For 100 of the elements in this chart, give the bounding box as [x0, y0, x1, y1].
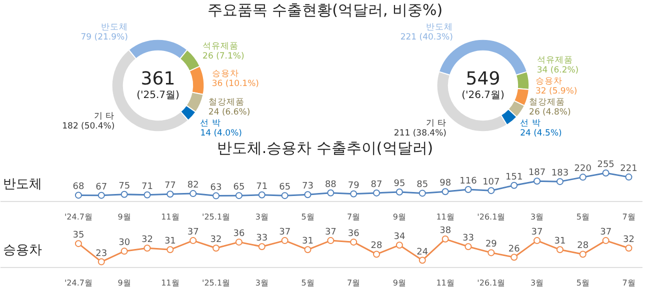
data-label: 116 [460, 176, 478, 187]
x-tick-label: 9월 [118, 278, 131, 288]
data-label: 26 (7.1%) [202, 51, 244, 62]
point [327, 237, 334, 244]
point [327, 189, 334, 196]
slice-label: 철강제품 [208, 98, 244, 108]
x-tick-label: '26.1월 [477, 212, 506, 222]
point [304, 191, 312, 198]
data-label: 220 [574, 164, 592, 174]
data-label: 24 (4.5%) [520, 128, 562, 138]
slice-label: 철강제품 [529, 98, 566, 108]
point [488, 187, 495, 194]
point [74, 240, 82, 248]
point [98, 258, 105, 266]
slice-label: 석유제품 [202, 41, 239, 52]
data-label: 183 [551, 168, 569, 179]
x-tick-label: 9월 [392, 278, 406, 288]
slice-label: 선 박 [520, 118, 541, 128]
data-label: 32 (5.9%) [535, 86, 578, 96]
point [144, 191, 151, 198]
point [534, 237, 541, 244]
data-label: 14 (4.0%) [200, 128, 242, 138]
x-tick-label: '25.1월 [202, 278, 230, 288]
data-label: 24 [416, 247, 428, 258]
data-label: 31 [302, 236, 314, 247]
data-label: 85 [416, 180, 428, 190]
x-tick-label: 11월 [161, 278, 180, 288]
slice-label: 반도체 [100, 22, 128, 32]
data-label: 36 (10.1%) [212, 78, 259, 89]
data-label: 36 [233, 229, 245, 240]
slice-label: 기 타 [426, 118, 446, 128]
chart-title: 반도체.승용차 수출추이(억달러) [216, 138, 434, 159]
slice-label: 선 박 [200, 118, 221, 128]
data-label: 221 [620, 164, 638, 174]
data-label: 75 [118, 181, 130, 192]
data-label: 79 [348, 180, 360, 191]
point [235, 192, 242, 200]
point [464, 243, 472, 250]
point [190, 237, 197, 244]
data-label: 28 [370, 241, 383, 252]
point [579, 250, 586, 258]
data-label: 67 [96, 182, 108, 192]
text: ('26.7월) [462, 90, 504, 101]
x-tick-label: 11월 [161, 212, 180, 222]
point [120, 190, 128, 198]
data-label: 87 [370, 180, 382, 190]
data-label: 33 [462, 234, 474, 244]
x-tick-label: 9월 [118, 212, 131, 222]
data-label: 211 (38.4%) [394, 128, 446, 138]
data-label: 26 (4.8%) [529, 108, 571, 118]
point [212, 192, 220, 200]
data-label: 98 [440, 178, 452, 189]
data-label: 88 [324, 180, 337, 190]
data-label: 28 [577, 241, 589, 252]
data-label: 32 [142, 235, 153, 246]
x-tick-label: 3월 [530, 278, 544, 288]
point [396, 242, 403, 249]
data-label: 65 [279, 182, 291, 193]
data-label: 82 [187, 180, 199, 191]
point [235, 238, 242, 246]
slice-label: 석유제품 [536, 56, 573, 66]
x-tick-label: 7월 [622, 278, 636, 288]
data-label: 221 (40.3%) [400, 32, 453, 42]
data-label: 37 [531, 228, 543, 238]
point [625, 174, 632, 181]
data-label: 63 [210, 182, 222, 193]
x-tick-label: 9월 [392, 212, 406, 222]
point [190, 190, 197, 198]
point [350, 238, 358, 246]
data-label: 34 (6.2%) [536, 66, 579, 76]
data-label: 255 [597, 160, 614, 170]
slice-label: 반도체 [426, 22, 453, 32]
x-tick-label: 7월 [622, 212, 636, 222]
point [74, 192, 82, 199]
point [602, 170, 610, 177]
x-tick-label: 11월 [436, 278, 454, 288]
data-label: 37 [324, 228, 336, 238]
point [304, 246, 312, 254]
text: ('25.7월) [136, 90, 180, 101]
point [144, 244, 151, 252]
point [556, 246, 564, 254]
x-tick-label: 5월 [576, 212, 590, 222]
point [212, 244, 220, 252]
data-label: 77 [164, 181, 176, 192]
point [166, 190, 174, 198]
point [488, 249, 495, 256]
data-label: 95 [394, 179, 406, 190]
data-label: 26 [508, 244, 520, 254]
data-label: 37 [600, 228, 612, 238]
x-tick-label: 11월 [436, 212, 454, 222]
data-label: 38 [440, 226, 452, 236]
x-tick-label: '25.1월 [202, 212, 230, 222]
data-label: 71 [256, 182, 268, 192]
point [98, 192, 105, 199]
data-label: 34 [394, 232, 406, 242]
x-tick-label: 3월 [255, 212, 268, 222]
data-label: 35 [72, 230, 84, 241]
data-label: 30 [118, 238, 130, 248]
data-label: 29 [485, 240, 498, 250]
x-tick-label: 3월 [530, 212, 544, 222]
